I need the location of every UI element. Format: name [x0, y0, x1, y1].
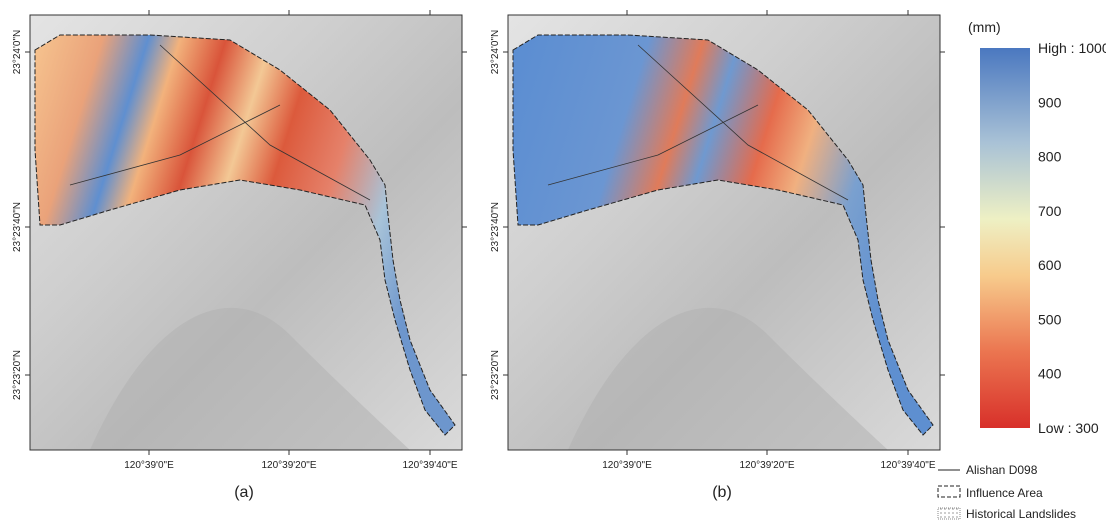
x-tick-label: 120°39'40"E	[880, 460, 935, 471]
panel-label: (a)	[234, 484, 254, 501]
x-tick-label: 120°39'20"E	[261, 460, 316, 471]
legend-label: Historical Landslides	[966, 507, 1076, 521]
panel-label: (b)	[712, 484, 732, 501]
legend-dashed-box	[938, 486, 960, 497]
y-tick-label: 23°23'40"N	[490, 202, 501, 252]
legend-label: Influence Area	[966, 486, 1043, 500]
x-tick-label: 120°39'0"E	[124, 460, 174, 471]
colorbar-label: 600	[1038, 257, 1062, 273]
colorbar-label: 800	[1038, 149, 1062, 165]
map-panel: 120°39'0"E 120°39'20"E 120°39'40"E 23°24'0"…	[12, 10, 467, 501]
colorbar-label: 700	[1038, 203, 1062, 219]
colorbar	[980, 48, 1030, 428]
colorbar-label: 900	[1038, 94, 1062, 110]
x-tick-label: 120°39'20"E	[739, 460, 794, 471]
y-tick-label: 23°24'0"N	[490, 30, 501, 75]
x-tick-label: 120°39'0"E	[602, 460, 652, 471]
x-tick-label: 120°39'40"E	[402, 460, 457, 471]
map-panel: 120°39'0"E 120°39'20"E 120°39'40"E 23°24'0"…	[490, 10, 945, 501]
colorbar-label: High : 1000	[1038, 40, 1106, 56]
legend-dotted-box	[938, 508, 960, 519]
colorbar-label: 500	[1038, 311, 1062, 327]
colorbar-label: 400	[1038, 366, 1062, 382]
y-tick-label: 23°23'20"N	[12, 350, 23, 400]
y-tick-label: 23°23'20"N	[490, 350, 501, 400]
legend-label: Alishan D098	[966, 463, 1038, 477]
y-tick-label: 23°23'40"N	[12, 202, 23, 252]
colorbar-unit: (mm)	[968, 19, 1001, 35]
figure: Alishan D098 Influence Area Historical L…	[0, 0, 1106, 522]
colorbar-label: Low : 300	[1038, 420, 1099, 436]
y-tick-label: 23°24'0"N	[12, 30, 23, 75]
legend: Alishan D098 Influence Area Historical L…	[938, 463, 1076, 521]
